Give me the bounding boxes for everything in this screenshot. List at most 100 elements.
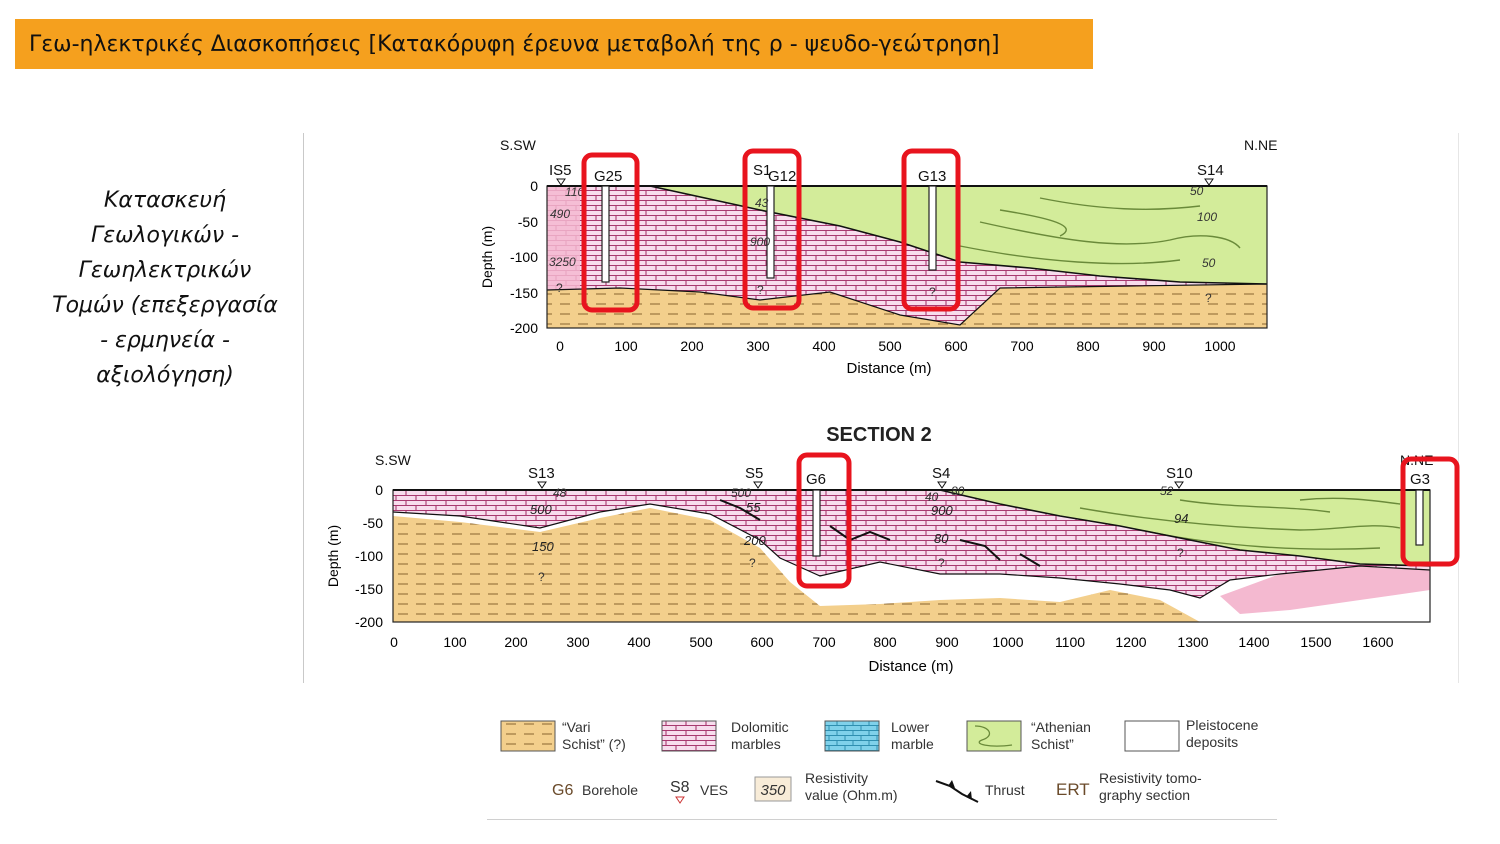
station-s14: S14 <box>1197 162 1224 179</box>
resistivity-value: 150 <box>532 539 554 554</box>
x-tick-label: 1000 <box>1204 338 1235 354</box>
resistivity-value: 50 <box>1190 184 1204 198</box>
resistivity-value: 900 <box>750 235 770 249</box>
legend: “Vari Schist” (?) Dolomitic marbles Lowe… <box>500 717 1262 804</box>
station-g12: G12 <box>768 168 796 185</box>
x-tick-label: 100 <box>614 338 638 354</box>
resistivity-value: 900 <box>931 503 953 518</box>
borehole-g3 <box>1415 489 1424 546</box>
highlight-box-g3 <box>1400 456 1460 567</box>
resistivity-value: 94 <box>1174 511 1188 526</box>
y-tick-label: 0 <box>375 482 383 498</box>
legend-label-pleistocene: Pleistocene deposits <box>1186 717 1262 750</box>
section-2: SECTION 2 S.SW N.NE 0 -50 -100 -150 -200… <box>325 424 1460 675</box>
caption-line: αξιολόγηση) <box>96 363 234 388</box>
legend-line: “Vari <box>562 719 591 735</box>
resistivity-value: 490 <box>550 207 570 221</box>
x-tick-label: 100 <box>443 634 467 650</box>
x-tick-label: 1600 <box>1362 634 1393 650</box>
section1-pink-zone <box>547 186 580 290</box>
legend-label-athenian-schist: “Athenian Schist” <box>1031 719 1095 752</box>
unknown-marker: ? <box>929 285 936 299</box>
x-tick-label: 800 <box>1076 338 1100 354</box>
highlight-box-g6 <box>796 452 852 589</box>
borehole-g25 <box>601 185 610 283</box>
x-tick-label: 1000 <box>992 634 1023 650</box>
section2-title: SECTION 2 <box>826 424 932 446</box>
x-tick-label: 200 <box>504 634 528 650</box>
figure-left-border <box>303 133 304 683</box>
legend-line: Lower <box>891 719 929 735</box>
caption-line: Γεωηλεκτρικών <box>78 258 252 283</box>
y-tick-label: 0 <box>530 178 538 194</box>
borehole-g6 <box>812 489 821 557</box>
y-tick-label: -100 <box>510 249 538 265</box>
station-g6: G6 <box>806 471 826 488</box>
section2-y-axis: 0 -50 -100 -150 -200 Depth (m) <box>325 482 383 630</box>
legend-label-resistivity: Resistivity value (Ohm.m) <box>805 770 898 803</box>
y-tick-label: -50 <box>518 214 538 230</box>
station-g3: G3 <box>1410 471 1430 488</box>
station-g13: G13 <box>918 168 946 185</box>
y-tick-label: -200 <box>510 320 538 336</box>
ves-marker <box>1204 178 1214 186</box>
highlight-box-g25 <box>581 152 640 313</box>
legend-line: Dolomitic <box>731 719 789 735</box>
section2-lower-contact <box>392 503 1431 599</box>
unknown-marker: ? <box>1177 546 1184 560</box>
x-tick-label: 400 <box>627 634 651 650</box>
unknown-marker: ? <box>749 556 756 570</box>
x-tick-label: 0 <box>556 338 564 354</box>
resistivity-value: 50 <box>1202 256 1216 270</box>
unknown-marker: ? <box>538 570 545 584</box>
legend-swatch-lower-marble <box>824 720 880 752</box>
section2-y-axis-label: Depth (m) <box>325 525 341 587</box>
x-tick-label: 500 <box>689 634 713 650</box>
x-tick-label: 500 <box>878 338 902 354</box>
y-tick-label: -50 <box>363 515 383 531</box>
x-tick-label: 1100 <box>1055 634 1085 650</box>
caption-line: - ερμηνεία - <box>100 328 230 353</box>
figure-right-border <box>1458 133 1459 683</box>
x-tick-label: 600 <box>750 634 774 650</box>
resistivity-value: 55 <box>746 500 761 515</box>
x-tick-label: 1200 <box>1115 634 1146 650</box>
section1-y-axis: 0 -50 -100 -150 -200 Depth (m) <box>479 178 538 336</box>
legend-line: deposits <box>1186 734 1238 750</box>
borehole-g12 <box>766 185 775 279</box>
resistivity-value: 43 <box>755 196 769 210</box>
x-tick-label: 600 <box>944 338 968 354</box>
legend-resistivity-box <box>754 776 792 802</box>
resistivity-value: 48 <box>553 486 567 500</box>
x-tick-label: 900 <box>935 634 959 650</box>
legend-line: graphy section <box>1099 787 1190 803</box>
legend-swatch-pleistocene <box>1124 720 1180 752</box>
x-tick-label: 1500 <box>1300 634 1331 650</box>
section1-x-axis-label: Distance (m) <box>846 360 931 377</box>
legend-label-thrust: Thrust <box>985 782 1025 798</box>
caption-line: Κατασκευή <box>103 188 227 213</box>
section1-direction-left: S.SW <box>500 137 537 153</box>
section1-direction-right: N.NE <box>1244 137 1277 153</box>
legend-line: marbles <box>731 736 781 752</box>
section2-fault-lines <box>719 499 1041 567</box>
station-s13: S13 <box>528 465 555 482</box>
x-tick-label: 700 <box>812 634 836 650</box>
legend-line: “Athenian <box>1031 719 1091 735</box>
section1-resistivity-contours <box>959 197 1241 265</box>
caption-line: Τομών (επεξεργασία <box>52 293 278 318</box>
x-tick-label: 400 <box>812 338 836 354</box>
ves-marker <box>753 481 763 489</box>
ves-marker <box>556 178 566 186</box>
y-tick-label: -150 <box>510 285 538 301</box>
legend-ert-symbol: ERT <box>1056 780 1090 799</box>
caption-line: Γεωλογικών - <box>90 223 240 248</box>
unknown-marker: ? <box>757 283 764 297</box>
ves-marker <box>937 481 947 489</box>
section2-thrust-line <box>939 489 1431 567</box>
highlight-box-g13 <box>901 148 961 312</box>
legend-label-ert: Resistivity tomo- graphy section <box>1099 770 1206 803</box>
section2-x-axis-label: Distance (m) <box>868 658 953 675</box>
x-tick-label: 800 <box>873 634 897 650</box>
